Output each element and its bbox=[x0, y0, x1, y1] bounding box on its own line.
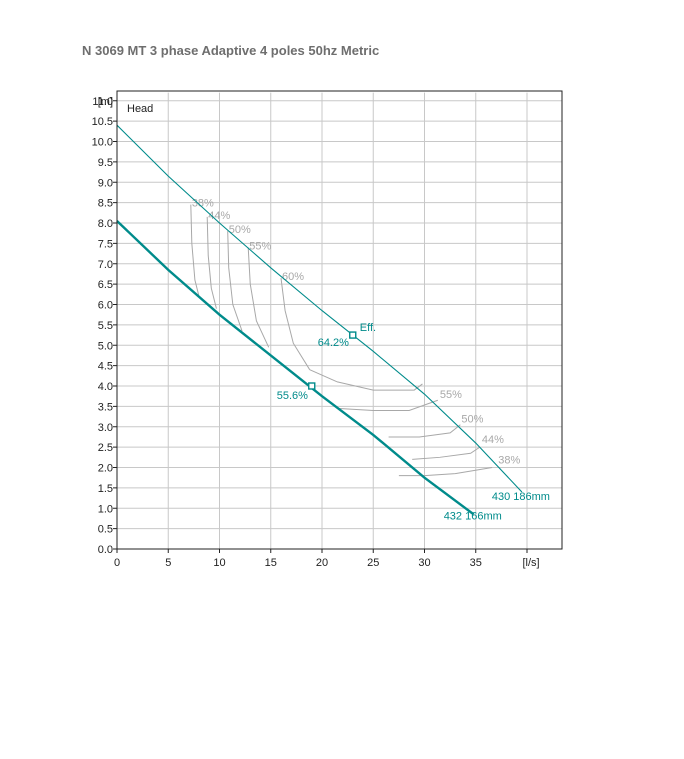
y-tick-label: 11.0 bbox=[92, 96, 113, 108]
y-tick-label: 2.5 bbox=[98, 442, 113, 454]
pump-curve-line bbox=[116, 124, 523, 493]
efficiency-label: 44% bbox=[208, 210, 230, 222]
plot-frame bbox=[116, 90, 563, 550]
efficiency-contour-left bbox=[247, 247, 270, 348]
y-tick-label: 8.5 bbox=[98, 198, 113, 210]
y-tick-label: 4.5 bbox=[98, 361, 113, 373]
y-tick-label: 6.5 bbox=[98, 279, 113, 291]
y-tick-label: 6.0 bbox=[98, 300, 113, 312]
duty-point-efficiency: 64.2% bbox=[318, 337, 349, 349]
efficiency-contour-left bbox=[206, 216, 217, 309]
y-tick-label: 10.5 bbox=[92, 116, 113, 128]
x-tick-label: 30 bbox=[418, 557, 430, 569]
efficiency-contour-left bbox=[280, 277, 311, 370]
pump-curves: 430 186mm 432 166mm bbox=[116, 124, 550, 522]
efficiency-contour-right bbox=[412, 446, 481, 460]
y-tick-label: 7.0 bbox=[98, 259, 113, 271]
x-tick-label: 35 bbox=[470, 557, 482, 569]
y-tick-label: 1.0 bbox=[98, 503, 113, 515]
efficiency-contours: 38%38%44%44%50%50%55%55%60% bbox=[190, 198, 521, 477]
y-tick-label: 8.0 bbox=[98, 218, 113, 230]
x-tick-label: 0 bbox=[114, 557, 120, 569]
efficiency-label: 55% bbox=[249, 240, 271, 252]
x-axis-unit: [l/s] bbox=[522, 557, 539, 569]
x-tick-label: 20 bbox=[316, 557, 328, 569]
efficiency-contour-left bbox=[227, 231, 243, 332]
y-tick-label: 2.0 bbox=[98, 463, 113, 475]
y-tick-label: 5.0 bbox=[98, 340, 113, 352]
pump-curve-line bbox=[116, 220, 475, 516]
y-axis-name: Head bbox=[127, 103, 153, 115]
y-tick-label: 0.5 bbox=[98, 524, 113, 536]
efficiency-label: 50% bbox=[461, 414, 483, 426]
efficiency-label: 38% bbox=[192, 198, 214, 210]
efficiency-label: 50% bbox=[229, 224, 251, 236]
chart-title: N 3069 MT 3 phase Adaptive 4 poles 50hz … bbox=[82, 43, 380, 58]
pump-curve-label: 430 186mm bbox=[492, 491, 550, 503]
duty-point-efficiency: 55.6% bbox=[277, 390, 308, 402]
efficiency-contour-right bbox=[398, 467, 493, 477]
plot-area bbox=[117, 91, 562, 549]
efficiency-contour-right bbox=[337, 399, 438, 411]
y-axis-unit: [m] bbox=[98, 96, 113, 108]
efficiency-label: 55% bbox=[440, 389, 462, 401]
y-tick-label: 3.0 bbox=[98, 422, 113, 434]
y-tick-label: 4.0 bbox=[98, 381, 113, 393]
y-tick-label: 1.5 bbox=[98, 483, 113, 495]
y-tick-label: 10.0 bbox=[92, 137, 113, 149]
duty-markers: Eff. 64.2% 55.6% bbox=[277, 322, 376, 402]
grid bbox=[117, 92, 562, 549]
y-tick-label: 9.0 bbox=[98, 177, 113, 189]
x-tick-label: 5 bbox=[165, 557, 171, 569]
efficiency-label: 44% bbox=[482, 434, 504, 446]
y-tick-label: 7.5 bbox=[98, 238, 113, 250]
y-tick-label: 5.5 bbox=[98, 320, 113, 332]
efficiency-contour-right bbox=[388, 424, 461, 438]
y-tick-label: 3.5 bbox=[98, 401, 113, 413]
duty-point-marker bbox=[308, 382, 316, 390]
efficiency-contour-left bbox=[190, 204, 200, 297]
axes: 0.0 0.5 1.0 1.5 2.0 2.5 3.0 3.5 4.0 4.5 5.0 5.5 6.0 6… bbox=[92, 96, 540, 569]
efficiency-label: 38% bbox=[498, 454, 520, 466]
x-tick-label: 10 bbox=[213, 557, 225, 569]
pump-curve-label: 432 166mm bbox=[444, 510, 502, 522]
y-tick-label: 0.0 bbox=[98, 544, 113, 556]
x-tick-label: 15 bbox=[265, 557, 277, 569]
x-tick-label: 25 bbox=[367, 557, 379, 569]
efficiency-curve-label: Eff. bbox=[360, 322, 376, 334]
efficiency-label: 60% bbox=[282, 271, 304, 283]
duty-point-marker bbox=[349, 331, 357, 339]
y-tick-label: 9.5 bbox=[98, 157, 113, 169]
